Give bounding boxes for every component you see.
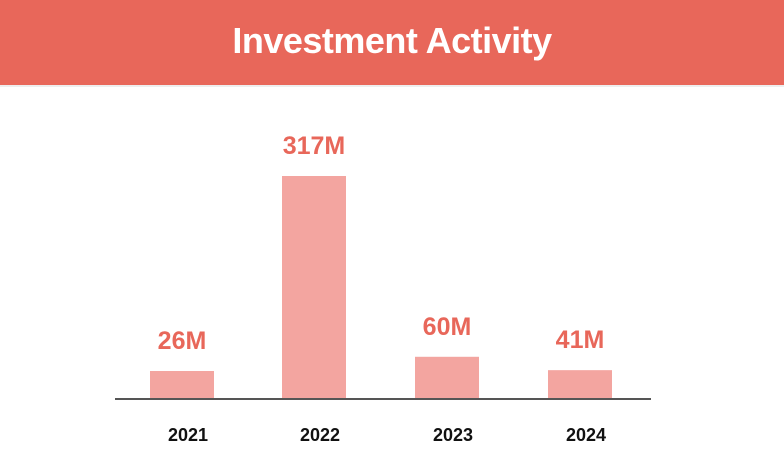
labels-layer: 26M 2021 317M 2022 60M 2023 41M 2024	[158, 132, 606, 445]
x-tick-label-2024: 2024	[566, 425, 606, 445]
bar-2021	[150, 371, 214, 399]
banner-divider	[0, 85, 784, 87]
value-label-2023: 60M	[423, 313, 472, 341]
value-label-2021: 26M	[158, 327, 207, 355]
bars-layer	[150, 176, 612, 399]
bar-2024	[548, 370, 612, 399]
chart-title: Investment Activity	[232, 19, 552, 61]
title-banner: Investment Activity	[0, 0, 784, 85]
bar-2022	[282, 176, 346, 399]
value-label-2022: 317M	[283, 132, 346, 160]
x-tick-label-2022: 2022	[300, 425, 340, 445]
value-label-2024: 41M	[556, 326, 605, 354]
x-tick-label-2023: 2023	[433, 425, 473, 445]
x-tick-label-2021: 2021	[168, 425, 208, 445]
bar-2023	[415, 356, 479, 399]
